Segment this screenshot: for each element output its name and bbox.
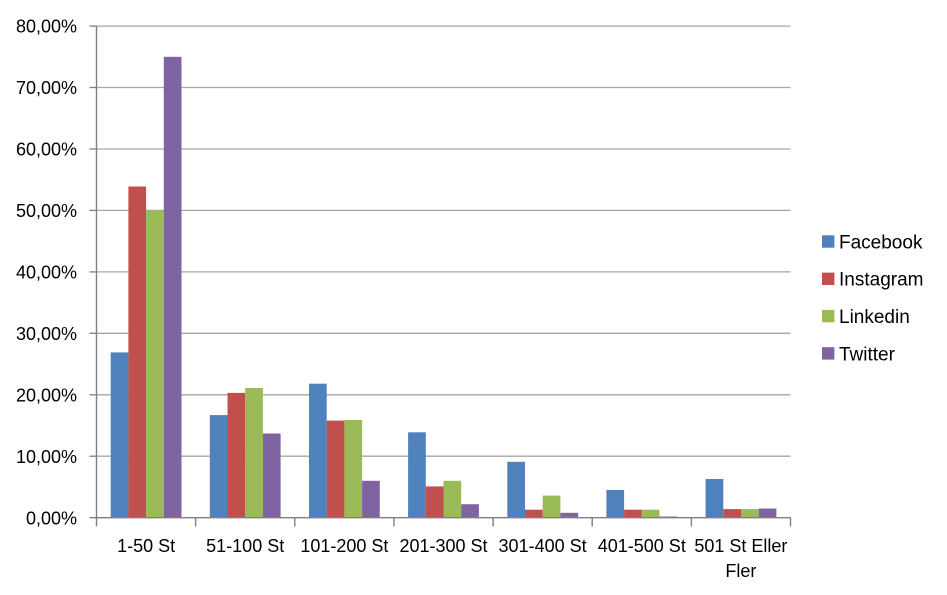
svg-text:201-300 St: 201-300 St (399, 536, 487, 556)
svg-text:0,00%: 0,00% (26, 508, 77, 528)
svg-text:1-50 St: 1-50 St (117, 536, 175, 556)
svg-text:Facebook: Facebook (839, 232, 923, 253)
svg-text:70,00%: 70,00% (16, 78, 77, 98)
svg-text:Twitter: Twitter (839, 344, 896, 365)
svg-text:Instagram: Instagram (839, 270, 923, 291)
svg-text:301-400 St: 301-400 St (499, 536, 587, 556)
svg-text:80,00%: 80,00% (16, 17, 77, 37)
svg-text:401-500 St: 401-500 St (598, 536, 686, 556)
svg-text:10,00%: 10,00% (16, 447, 77, 467)
svg-text:20,00%: 20,00% (16, 385, 77, 405)
svg-text:50,00%: 50,00% (16, 201, 77, 221)
svg-text:101-200 St: 101-200 St (300, 536, 388, 556)
svg-text:501 St Eller: 501 St Eller (694, 536, 787, 556)
svg-text:51-100 St: 51-100 St (206, 536, 284, 556)
svg-text:Linkedin: Linkedin (839, 307, 910, 328)
svg-text:40,00%: 40,00% (16, 263, 77, 283)
svg-text:Fler: Fler (725, 561, 756, 581)
svg-text:60,00%: 60,00% (16, 140, 77, 160)
svg-text:30,00%: 30,00% (16, 324, 77, 344)
